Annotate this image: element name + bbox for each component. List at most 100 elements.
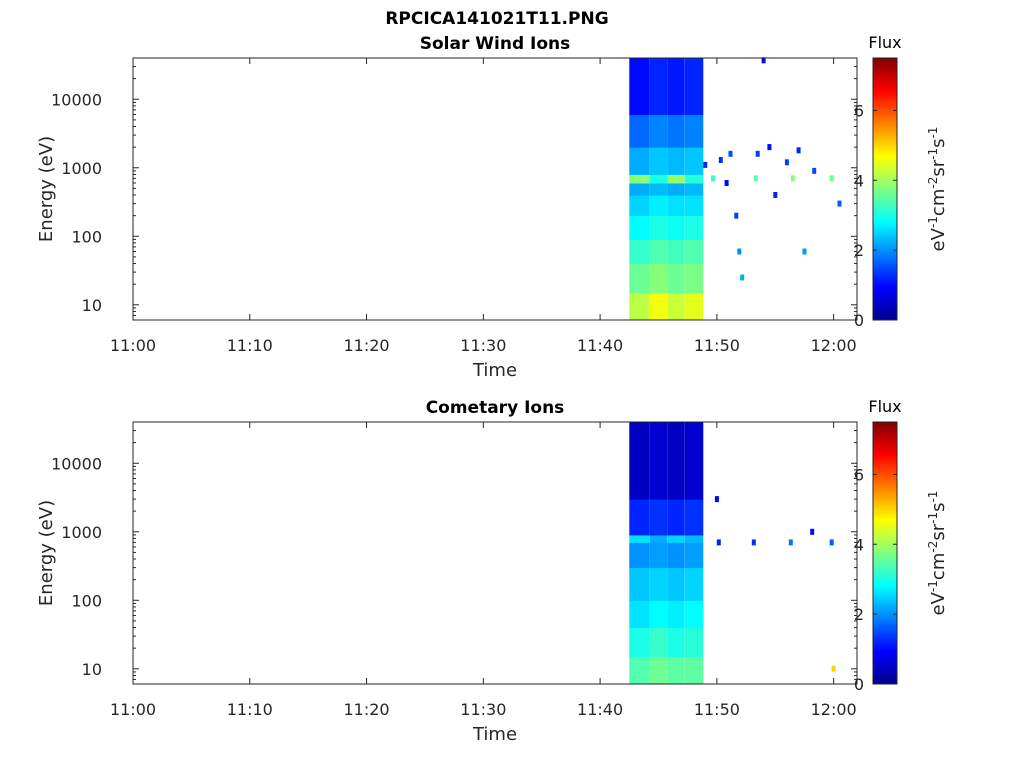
y-tick-label: 10: [82, 660, 102, 679]
heatmap-cell: [649, 567, 668, 601]
heatmap-cell: [649, 58, 668, 115]
heatmap-cell: [684, 215, 704, 240]
heatmap-cell: [684, 183, 704, 196]
data-point: [728, 150, 733, 157]
heatmap-cell: [629, 656, 650, 685]
data-point: [711, 175, 715, 182]
heatmap-cell: [684, 422, 704, 500]
heatmap-cell: [667, 114, 685, 148]
heatmap-cell: [629, 147, 650, 175]
data-point: [740, 274, 745, 281]
heatmap-cell: [629, 292, 650, 321]
heatmap-cell: [684, 627, 704, 658]
heatmap-cell: [649, 147, 668, 175]
data-point: [829, 539, 834, 546]
heatmap-cell: [684, 600, 704, 629]
heatmap-cell: [649, 292, 668, 321]
heatmap-cell: [649, 627, 668, 658]
heatmap-cell: [629, 534, 650, 543]
data-point: [829, 175, 834, 182]
y-tick-label: 100: [71, 227, 102, 246]
x-tick-label: 12:00: [811, 336, 857, 355]
data-point: [753, 175, 758, 182]
heatmap-cell: [649, 239, 668, 264]
heatmap-cell: [684, 174, 704, 184]
heatmap-cell: [629, 422, 650, 500]
heatmap-cell: [649, 499, 668, 536]
data-point: [796, 147, 801, 154]
heatmap-cell: [684, 263, 704, 294]
colorbar-tick-label: 6: [854, 101, 864, 120]
x-tick-label: 11:30: [460, 700, 506, 719]
panel-1: Solar Wind Ions 11:00 11:10 11:20 11:30 11:40…: [36, 33, 949, 381]
heatmap-cell: [667, 534, 685, 543]
data-point: [724, 180, 729, 186]
colorbar-title: Flux: [868, 397, 901, 416]
heatmap-cell: [629, 58, 650, 115]
data-point: [788, 539, 793, 546]
panel-title: Solar Wind Ions: [420, 34, 571, 54]
plot-frame: [132, 421, 858, 685]
colorbar-tick-label: 2: [854, 241, 864, 260]
y-axis-label: Energy (eV): [36, 136, 57, 242]
colorbar-tick-label: 2: [854, 605, 864, 624]
heatmap-cell: [667, 195, 685, 217]
heatmap-cell: [629, 215, 650, 240]
data-point: [773, 192, 778, 198]
y-tick-label: 10000: [51, 454, 102, 473]
heatmap-cell: [684, 542, 704, 569]
x-tick-label: 11:40: [577, 700, 623, 719]
data-point: [718, 157, 723, 163]
x-tick-label: 11:30: [460, 336, 506, 355]
heatmap-cell: [629, 499, 650, 536]
heatmap-cell: [629, 627, 650, 658]
heatmap-cell: [629, 542, 650, 569]
x-tick-label: 11:00: [110, 336, 156, 355]
data-point: [790, 175, 795, 182]
x-tick-label: 11:20: [343, 336, 389, 355]
heatmap-cell: [649, 656, 668, 685]
heatmap-cell: [629, 600, 650, 629]
y-tick-label: 100: [71, 591, 102, 610]
heatmap-cell: [667, 147, 685, 175]
colorbar-tick-label: 6: [854, 465, 864, 484]
heatmap-cell: [684, 499, 704, 536]
colorbar-title: Flux: [868, 33, 901, 52]
heatmap-cell: [649, 542, 668, 569]
heatmap-cell: [667, 183, 685, 196]
data-point: [761, 57, 766, 64]
data-point: [714, 496, 719, 503]
x-tick-label: 12:00: [811, 700, 857, 719]
data-point: [755, 150, 760, 157]
colorbar-tick-label: 4: [854, 171, 864, 190]
heatmap-cell: [667, 215, 685, 240]
heatmap-cell: [667, 656, 685, 685]
heatmap-cell: [684, 656, 704, 685]
heatmap-cell: [684, 534, 704, 543]
y-tick-label: 10000: [51, 90, 102, 109]
heatmap-cell: [667, 58, 685, 115]
data-point: [837, 200, 842, 207]
heatmap-cell: [629, 114, 650, 148]
plot-frame: [132, 57, 858, 321]
data-point: [734, 212, 739, 219]
colorbar: [872, 57, 898, 321]
heatmap-cell: [667, 422, 685, 500]
colorbar-tick-label: 4: [854, 535, 864, 554]
y-tick-label: 1000: [61, 159, 102, 178]
heatmap-cell: [649, 174, 668, 184]
x-tick-label: 11:10: [227, 336, 273, 355]
colorbar-tick-label: 0: [854, 311, 864, 330]
heatmap-cell: [649, 183, 668, 196]
data-point: [767, 144, 772, 151]
data-point: [784, 159, 789, 166]
heatmap-cell: [684, 147, 704, 175]
data-point: [703, 161, 708, 168]
panel-2: Cometary Ions 11:00 11:10 11:20 11:30 11:40 11…: [36, 397, 949, 745]
heatmap-cell: [667, 499, 685, 536]
heatmap-cell: [629, 239, 650, 264]
data-point: [810, 528, 815, 535]
heatmap-cell: [629, 567, 650, 601]
heatmap-cell: [649, 114, 668, 148]
heatmap-cell: [667, 239, 685, 264]
